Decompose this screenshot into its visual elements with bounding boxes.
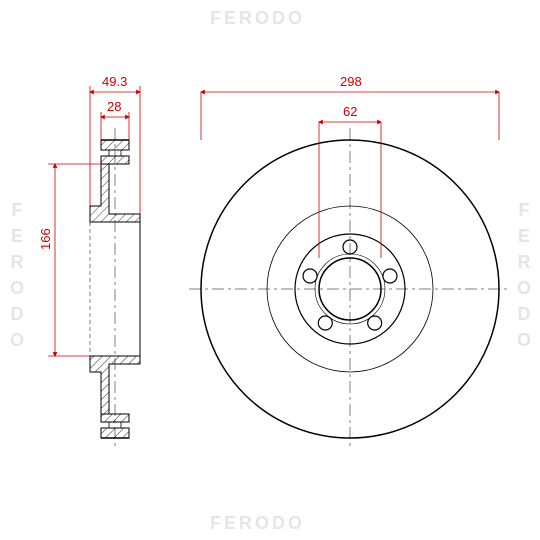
- dim-overall-diameter: 298: [340, 74, 362, 89]
- dim-hat-width: 49.3: [102, 74, 127, 89]
- dim-height: 166: [38, 228, 53, 250]
- side-view: [90, 128, 140, 450]
- dim-hub-diameter: 62: [343, 104, 357, 119]
- drawing-canvas: FERODO FERODO FERODO FERODO: [0, 0, 540, 540]
- drawing-svg: [0, 0, 540, 540]
- dim-rotor-thickness: 28: [107, 99, 121, 114]
- front-view: [189, 128, 511, 450]
